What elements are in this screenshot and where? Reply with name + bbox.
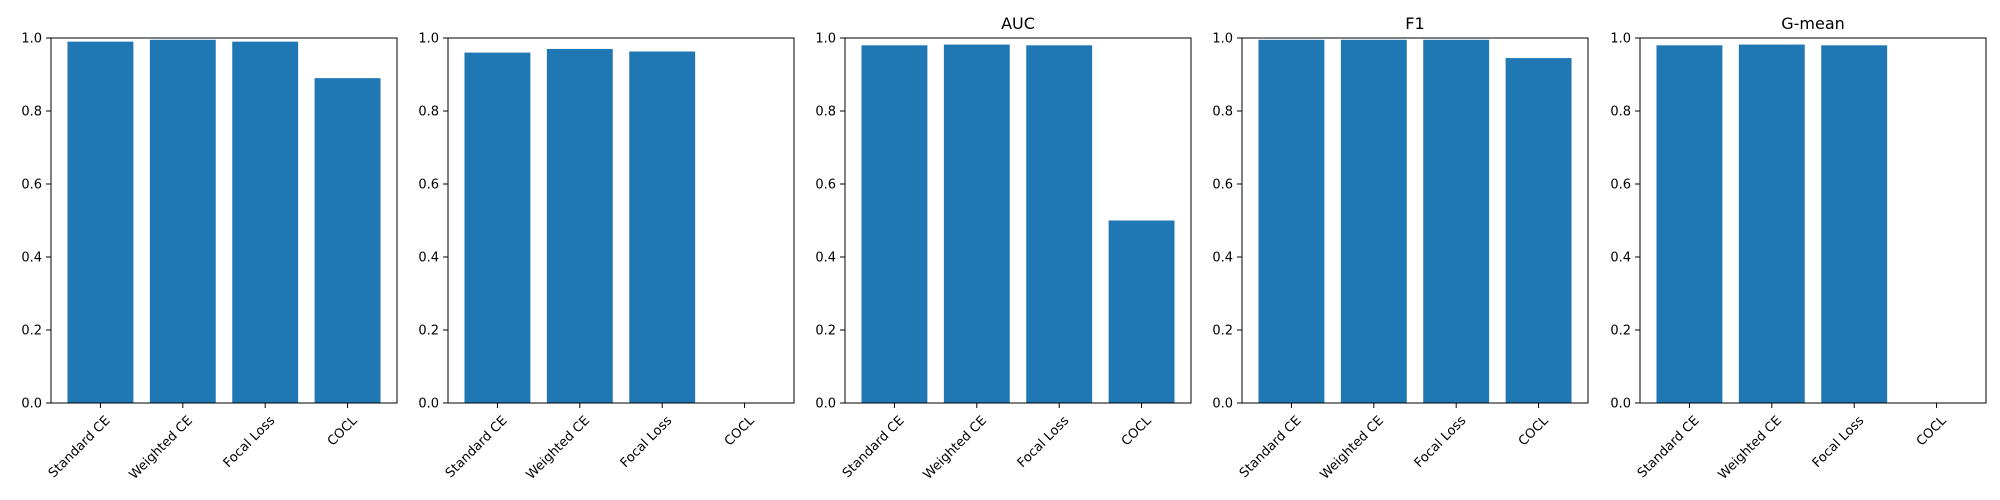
axis-frame (50, 37, 398, 404)
y-tick-label: 0.2 (815, 324, 836, 339)
y-tick-label: 0.6 (418, 178, 439, 193)
bar-1 (861, 45, 928, 404)
x-tick-label: Weighted CE (921, 413, 990, 482)
x-tick-label: Weighted CE (524, 413, 593, 482)
axis-frame (447, 37, 795, 404)
bar-4 (1505, 58, 1572, 403)
y-tick-label: 0.6 (1212, 178, 1233, 193)
x-tick-label: Focal Loss (1015, 413, 1073, 471)
x-tick-label: Standard CE (1635, 413, 1703, 481)
x-tick-label: Standard CE (443, 413, 511, 481)
y-tick-label: 0.0 (815, 397, 836, 412)
bar-4 (1108, 220, 1175, 403)
bar-2 (1738, 44, 1805, 403)
bar-2 (149, 39, 216, 403)
axis-frame (1639, 37, 1987, 404)
chart-title: G-mean (1781, 14, 1845, 33)
bar-3 (232, 41, 299, 404)
y-tick-label: 0.6 (815, 178, 836, 193)
x-tick-label: Standard CE (46, 413, 114, 481)
y-tick-label: 0.6 (21, 178, 42, 193)
bar-1 (1258, 39, 1325, 403)
y-tick-label: 0.8 (1610, 105, 1631, 120)
y-tick-label: 0.2 (1212, 324, 1233, 339)
y-tick-label: 1.0 (1610, 32, 1631, 47)
x-tick-label: COCL (722, 413, 758, 449)
y-tick-label: 1.0 (418, 32, 439, 47)
y-tick-label: 0.8 (21, 105, 42, 120)
subplot-2: 0.0 0.2 0.4 0.6 0.8 1.0 Standard CE Weighted CE… (418, 32, 795, 483)
y-tick-label: 0.4 (1212, 251, 1233, 266)
bar-3 (1026, 45, 1093, 404)
y-tick-label: 0.4 (815, 251, 836, 266)
bar-1 (1656, 45, 1723, 404)
x-tick-label: Standard CE (840, 413, 908, 481)
x-tick-label: COCL (1914, 413, 1950, 449)
x-tick-label: Focal Loss (221, 413, 279, 471)
y-tick-label: 0.0 (418, 397, 439, 412)
y-tick-label: 0.4 (21, 251, 42, 266)
bar-2 (1340, 39, 1407, 403)
y-tick-label: 0.4 (418, 251, 439, 266)
y-tick-label: 0.2 (1610, 324, 1631, 339)
chart-title: AUC (1001, 14, 1035, 33)
bar-1 (464, 52, 531, 403)
x-tick-label: Focal Loss (1412, 413, 1470, 471)
x-tick-label: COCL (1119, 413, 1155, 449)
bar-1 (67, 41, 134, 404)
y-tick-label: 1.0 (21, 32, 42, 47)
subplot-5: 0.0 0.2 0.4 0.6 0.8 1.0 Standard CE Weighted CE… (1610, 14, 1987, 483)
y-tick-label: 0.2 (418, 324, 439, 339)
y-tick-label: 0.0 (1212, 397, 1233, 412)
x-tick-label: COCL (1516, 413, 1552, 449)
axis-frame (1241, 37, 1589, 404)
x-tick-label: Weighted CE (127, 413, 196, 482)
x-tick-label: COCL (325, 413, 361, 449)
y-tick-label: 0.2 (21, 324, 42, 339)
subplot-4: 0.0 0.2 0.4 0.6 0.8 1.0 Standard CE Weighted CE… (1212, 14, 1589, 483)
x-tick-label: Standard CE (1237, 413, 1305, 481)
y-tick-label: 1.0 (1212, 32, 1233, 47)
bar-2 (943, 44, 1010, 403)
bar-3 (1423, 39, 1490, 403)
y-tick-label: 0.8 (1212, 105, 1233, 120)
x-tick-label: Focal Loss (618, 413, 676, 471)
y-tick-label: 0.0 (21, 397, 42, 412)
chart-title: F1 (1405, 14, 1424, 33)
bar-4 (314, 78, 381, 404)
x-tick-label: Weighted CE (1716, 413, 1785, 482)
y-tick-label: 0.8 (418, 105, 439, 120)
y-tick-label: 0.6 (1610, 178, 1631, 193)
bar-2 (546, 48, 613, 403)
y-tick-label: 0.4 (1610, 251, 1631, 266)
y-tick-label: 0.8 (815, 105, 836, 120)
bar-3 (629, 51, 696, 403)
x-tick-label: Focal Loss (1810, 413, 1868, 471)
subplot-3: 0.0 0.2 0.4 0.6 0.8 1.0 Standard CE Weighted CE… (815, 14, 1192, 483)
x-tick-label: Weighted CE (1318, 413, 1387, 482)
y-tick-label: 1.0 (815, 32, 836, 47)
axis-frame (844, 37, 1192, 404)
subplot-1: 0.0 0.2 0.4 0.6 0.8 1.0 Standard CE Weighted CE… (21, 32, 398, 483)
y-tick-label: 0.0 (1610, 397, 1631, 412)
bar-3 (1821, 45, 1888, 404)
